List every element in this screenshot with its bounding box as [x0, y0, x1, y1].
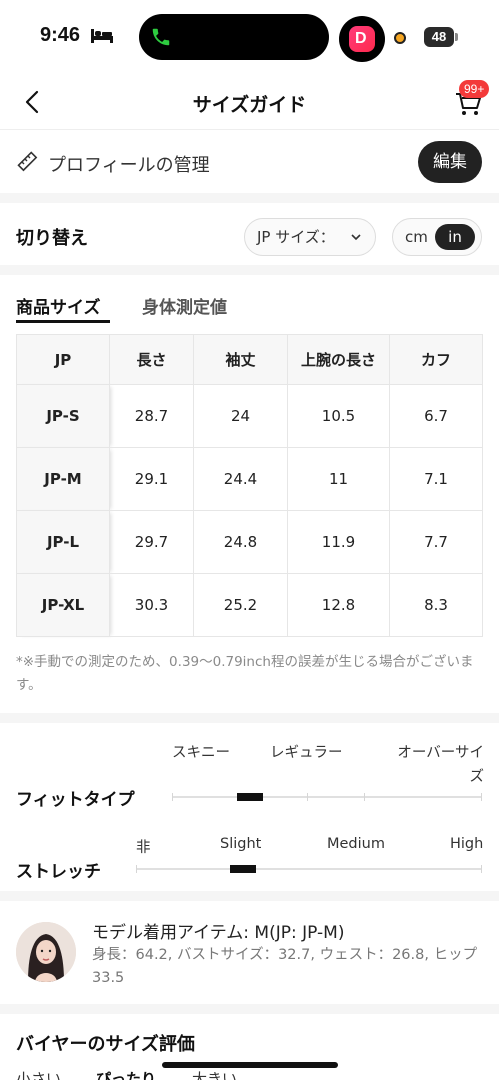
stretch-scale-tick [136, 865, 137, 873]
table-cell: 28.7 [109, 384, 194, 448]
stretch-scale-track [136, 868, 482, 870]
unit-toggle[interactable]: cm in [392, 218, 482, 256]
tab-body-measurements[interactable]: 身体測定値 [142, 298, 227, 318]
section-divider [0, 891, 499, 901]
table-cell: 24 [193, 384, 288, 448]
shopping-cart-icon[interactable] [453, 88, 483, 118]
dynamic-island[interactable] [139, 14, 329, 60]
stretch-option-medium: Medium [327, 836, 385, 852]
table-cell: 29.1 [109, 447, 194, 511]
size-cell: JP-M [16, 447, 110, 511]
fit-scale-tick [172, 793, 173, 801]
stretch-scale-marker [230, 865, 257, 873]
table-row: JP-M 29.1 24.4 11 7.1 [16, 447, 483, 511]
section-divider [0, 265, 499, 275]
review-tab-true-to-size[interactable]: ぴったり [96, 1070, 157, 1080]
model-info-row: モデル着用アイテム: M(JP: JP-M) 身長：64.2, バストサイズ：3… [0, 902, 499, 1002]
switch-label: 切り替え [16, 228, 88, 249]
top-nav: サイズガイド 99+ [0, 76, 499, 130]
fit-scale-marker [236, 793, 263, 801]
ruler-icon [17, 151, 38, 172]
stretch-option-none: 非 [136, 840, 151, 856]
page-title: サイズガイド [192, 94, 307, 116]
fit-scale-tick [307, 793, 308, 801]
table-cell: 24.8 [193, 510, 288, 574]
chevron-down-icon [351, 234, 361, 241]
table-cell: 30.3 [109, 573, 194, 637]
column-header: 長さ [109, 334, 194, 385]
table-cell: 29.7 [109, 510, 194, 574]
fit-option-oversized: オーバーサイズ [397, 745, 484, 785]
stretch-option-high: High [450, 836, 484, 852]
column-header: 上腕の長さ [287, 334, 390, 385]
profile-manage-label[interactable]: プロフィールの管理 [48, 155, 210, 176]
battery-icon: 48 [424, 27, 454, 47]
table-cell: 10.5 [287, 384, 390, 448]
table-cell: 7.7 [389, 510, 483, 574]
stretch-option-slight: Slight [220, 836, 262, 852]
status-time: 9:46 [40, 24, 81, 46]
fit-scale-tick [481, 793, 482, 801]
stretch-scale-tick [481, 865, 482, 873]
table-row: JP-L 29.7 24.8 11.9 7.7 [16, 510, 483, 574]
size-system-dropdown[interactable]: JP サイズ： [244, 218, 376, 256]
battery-tip [455, 33, 458, 41]
table-row: JP-S 28.7 24 10.5 6.7 [16, 384, 483, 448]
review-tab-small[interactable]: 小さい [16, 1070, 62, 1080]
fit-option-skinny: スキニー [172, 745, 230, 761]
section-divider [0, 713, 499, 723]
fit-scale-tick [364, 793, 365, 801]
edit-profile-button[interactable]: 編集 [418, 141, 482, 183]
table-cell: 7.1 [389, 447, 483, 511]
table-cell: 11.9 [287, 510, 390, 574]
model-avatar [16, 922, 76, 982]
buyer-size-review-title: バイヤーのサイズ評価 [16, 1034, 195, 1055]
fit-option-regular: レギュラー [270, 745, 343, 761]
size-system-value: JP サイズ： [257, 228, 335, 246]
fit-scale-track [172, 796, 482, 798]
app-logo-letter: D [355, 30, 367, 47]
size-cell: JP-XL [16, 573, 110, 637]
sleep-mode-icon [91, 29, 113, 43]
active-tab-indicator [16, 320, 110, 323]
table-cell: 11 [287, 447, 390, 511]
model-photo [16, 922, 76, 982]
table-cell: 12.8 [287, 573, 390, 637]
size-cell: JP-L [16, 510, 110, 574]
phone-call-icon[interactable] [150, 26, 172, 48]
status-bar: 9:46 D 48 [0, 0, 499, 76]
home-indicator[interactable] [162, 1062, 338, 1068]
model-item-title: モデル着用アイテム: M(JP: JP-M) [92, 923, 345, 943]
table-cell: 8.3 [389, 573, 483, 637]
section-divider [0, 193, 499, 203]
section-divider [0, 1004, 499, 1014]
tab-product-size[interactable]: 商品サイズ [16, 298, 101, 318]
measurement-note: *※手動での測定のため、0.39〜0.79inch程の誤差が生じる場合がございま… [16, 654, 474, 693]
measurement-tabs: 商品サイズ 身体測定値 [0, 275, 499, 327]
profile-manage-row: プロフィールの管理 編集 [0, 131, 499, 193]
fit-section: スキニー レギュラー オーバーサイズ フィットタイプ 非 Slight Medi… [0, 723, 499, 891]
size-cell: JP-S [16, 384, 110, 448]
table-cell: 25.2 [193, 573, 288, 637]
column-header: カフ [389, 334, 483, 385]
table-header-row: JP 長さ 袖丈 上腕の長さ カフ [16, 334, 483, 385]
model-measurements: 身長：64.2, バストサイズ：32.7, ウェスト：26.8, ヒップ33.5 [92, 947, 478, 986]
column-header: 袖丈 [193, 334, 288, 385]
table-cell: 6.7 [389, 384, 483, 448]
size-switch-row: 切り替え JP サイズ： cm in [0, 203, 499, 265]
column-header: JP [16, 334, 110, 385]
recording-indicator-icon [394, 32, 406, 44]
back-arrow-icon[interactable] [20, 88, 44, 116]
size-table: JP 長さ 袖丈 上腕の長さ カフ JP-S 28.7 24 10.5 6.7 … [16, 334, 483, 637]
unit-in-option[interactable]: in [435, 224, 475, 250]
fit-type-label: フィットタイプ [16, 790, 135, 810]
cart-count-badge: 99+ [459, 80, 490, 98]
unit-cm-option[interactable]: cm [405, 228, 428, 246]
app-logo: D [349, 26, 375, 52]
stretch-label: ストレッチ [16, 862, 101, 882]
table-cell: 24.4 [193, 447, 288, 511]
review-tab-large[interactable]: 大きい [192, 1070, 238, 1080]
table-row: JP-XL 30.3 25.2 12.8 8.3 [16, 573, 483, 637]
